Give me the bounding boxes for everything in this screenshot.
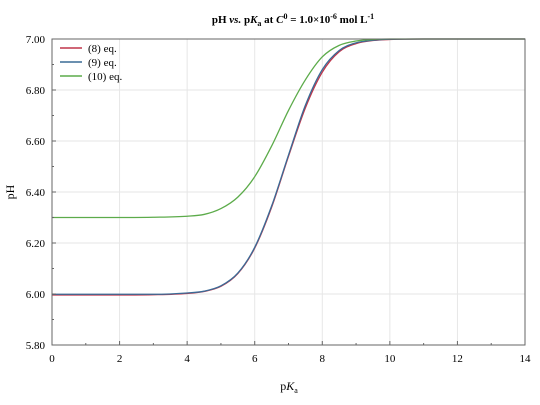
- axis-ticks: 0 2 4 6 8 10 12 14 5.80 6.00 6.20 6.40 6.60 6.80 7.00: [26, 34, 531, 365]
- legend-label: (10) eq.: [88, 71, 122, 83]
- x-tick-label: 2: [117, 353, 123, 365]
- x-axis-label: pKa: [280, 379, 298, 395]
- y-tick-label: 6.80: [26, 85, 46, 97]
- y-tick-label: 6.00: [26, 289, 46, 301]
- x-tick-label: 6: [252, 353, 258, 365]
- legend-label: (8) eq.: [88, 43, 117, 55]
- x-tick-label: 0: [49, 353, 55, 365]
- x-tick-label: 8: [320, 353, 326, 365]
- x-tick-label: 4: [184, 353, 190, 365]
- legend-label: (9) eq.: [88, 57, 117, 69]
- legend: (8) eq. (9) eq. (10) eq.: [60, 43, 122, 83]
- y-tick-label: 5.80: [26, 340, 46, 352]
- x-tick-label: 14: [520, 353, 532, 365]
- grid: [51, 38, 526, 346]
- x-tick-label: 12: [452, 353, 463, 365]
- x-tick-label: 10: [384, 353, 396, 365]
- y-tick-label: 7.00: [26, 34, 46, 46]
- y-axis-label: pH: [3, 184, 17, 199]
- chart-title: pH vs. pKa at C0 = 1.0×10-6 mol L-1: [212, 12, 374, 28]
- y-tick-label: 6.20: [26, 238, 46, 250]
- y-tick-label: 6.40: [26, 187, 46, 199]
- y-tick-label: 6.60: [26, 136, 46, 148]
